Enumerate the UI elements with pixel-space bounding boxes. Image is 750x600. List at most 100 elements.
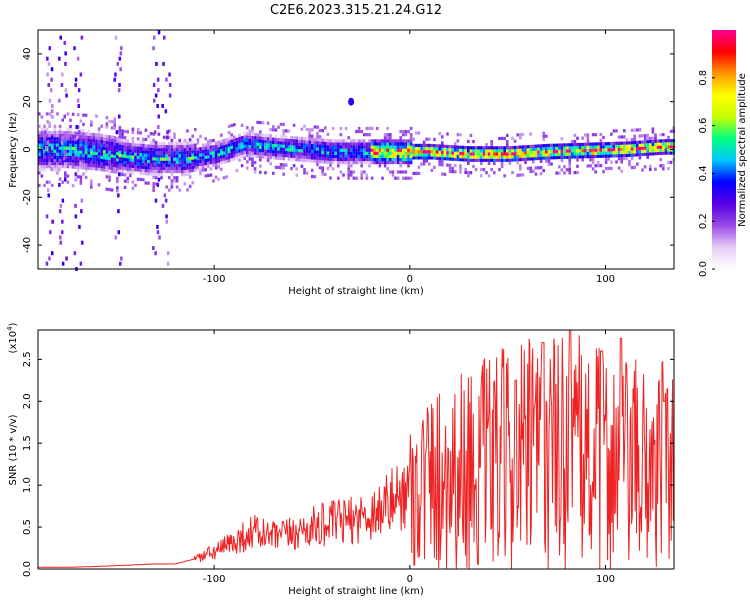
heat-cell — [662, 133, 665, 137]
heat-cell — [425, 143, 428, 147]
heat-cell — [183, 169, 187, 174]
heat-cell — [84, 132, 88, 136]
heat-cell — [402, 130, 405, 134]
heat-cell — [56, 152, 59, 156]
heat-cell — [253, 139, 257, 143]
heat-cell — [321, 147, 324, 151]
heat-cell — [461, 148, 465, 153]
heat-cell — [105, 147, 109, 151]
heat-cell — [303, 168, 306, 172]
heat-cell — [391, 145, 395, 149]
heat-cell — [586, 151, 590, 156]
heat-cell — [435, 150, 439, 154]
heat-cell — [90, 163, 93, 167]
heat-cell — [40, 134, 44, 138]
heat-cell — [113, 145, 116, 149]
heat-cell — [604, 142, 608, 146]
heat-cell — [152, 172, 155, 176]
heat-cell — [136, 177, 140, 181]
heat-cell — [498, 168, 501, 172]
heat-cell — [620, 150, 623, 155]
heat-cell — [532, 160, 535, 164]
heat-cell — [636, 153, 639, 157]
heat-cell — [329, 164, 332, 168]
heat-cell — [612, 151, 616, 155]
heat-cell — [266, 155, 270, 159]
heat-cell — [66, 134, 70, 138]
heat-cell — [407, 139, 410, 143]
heat-cell — [181, 148, 184, 152]
heat-cell — [290, 145, 293, 149]
heat-cell — [558, 152, 561, 156]
heat-cell — [108, 153, 111, 157]
heat-cell — [412, 153, 415, 157]
heat-cell — [95, 133, 98, 137]
heat-cell — [53, 140, 57, 144]
heat-cell — [126, 139, 129, 143]
y-tick-label: 1.0 — [22, 477, 33, 493]
heat-cell — [287, 138, 291, 142]
heat-cell — [662, 151, 665, 155]
heat-cell — [602, 145, 605, 149]
heat-cell — [417, 143, 421, 147]
heat-cell — [77, 88, 81, 93]
heat-cell — [173, 160, 176, 164]
heat-cell — [84, 163, 88, 167]
heat-cell — [261, 142, 265, 147]
heat-cell — [441, 135, 444, 139]
heat-cell — [500, 158, 504, 162]
heat-cell — [269, 128, 272, 132]
heat-cell — [368, 145, 371, 149]
heat-cell — [430, 150, 434, 154]
heat-cell — [162, 148, 166, 152]
x-tick-label: 100 — [596, 274, 615, 285]
heat-cell — [100, 155, 103, 159]
heat-cell — [261, 136, 265, 140]
heat-cell — [156, 182, 160, 187]
heat-cell — [266, 158, 270, 163]
heat-cell — [399, 145, 402, 149]
heat-cell — [214, 157, 218, 161]
heat-cell — [186, 141, 189, 145]
heat-cell — [329, 139, 332, 143]
heat-cell — [131, 158, 135, 162]
heat-cell — [175, 185, 179, 189]
heat-cell — [191, 156, 194, 160]
heat-cell — [615, 144, 618, 149]
heat-cell — [342, 154, 345, 158]
heat-cell — [464, 152, 467, 156]
heat-cell — [500, 155, 504, 159]
heat-cell — [95, 151, 98, 155]
heat-cell — [370, 148, 374, 152]
heat-cell — [139, 131, 142, 135]
heat-cell — [253, 160, 257, 165]
heat-cell — [420, 146, 423, 151]
heat-cell — [433, 147, 436, 151]
heat-cell — [165, 160, 168, 164]
heat-cell — [344, 161, 348, 165]
heat-cell — [547, 146, 551, 151]
heat-cell — [467, 149, 470, 153]
heat-cell — [162, 166, 166, 170]
heat-cell — [152, 246, 155, 250]
heat-cell — [664, 145, 668, 149]
heat-cell — [467, 161, 470, 165]
heat-cell — [144, 162, 148, 166]
heat-cell — [402, 133, 405, 137]
heat-cell — [183, 141, 187, 146]
heat-cell — [40, 158, 44, 163]
heat-cell — [40, 165, 44, 169]
heat-cell — [370, 142, 374, 146]
heat-cell — [66, 137, 70, 141]
heat-cell — [113, 126, 116, 130]
heat-cell — [97, 127, 101, 131]
heat-cell — [586, 164, 590, 168]
heat-cell — [204, 155, 207, 159]
heat-cell — [251, 126, 254, 130]
heat-cell — [373, 142, 376, 146]
heat-cell — [277, 150, 280, 154]
heat-cell — [277, 165, 280, 170]
heat-cell — [277, 153, 280, 157]
heat-cell — [285, 135, 288, 139]
heat-cell — [394, 151, 397, 155]
